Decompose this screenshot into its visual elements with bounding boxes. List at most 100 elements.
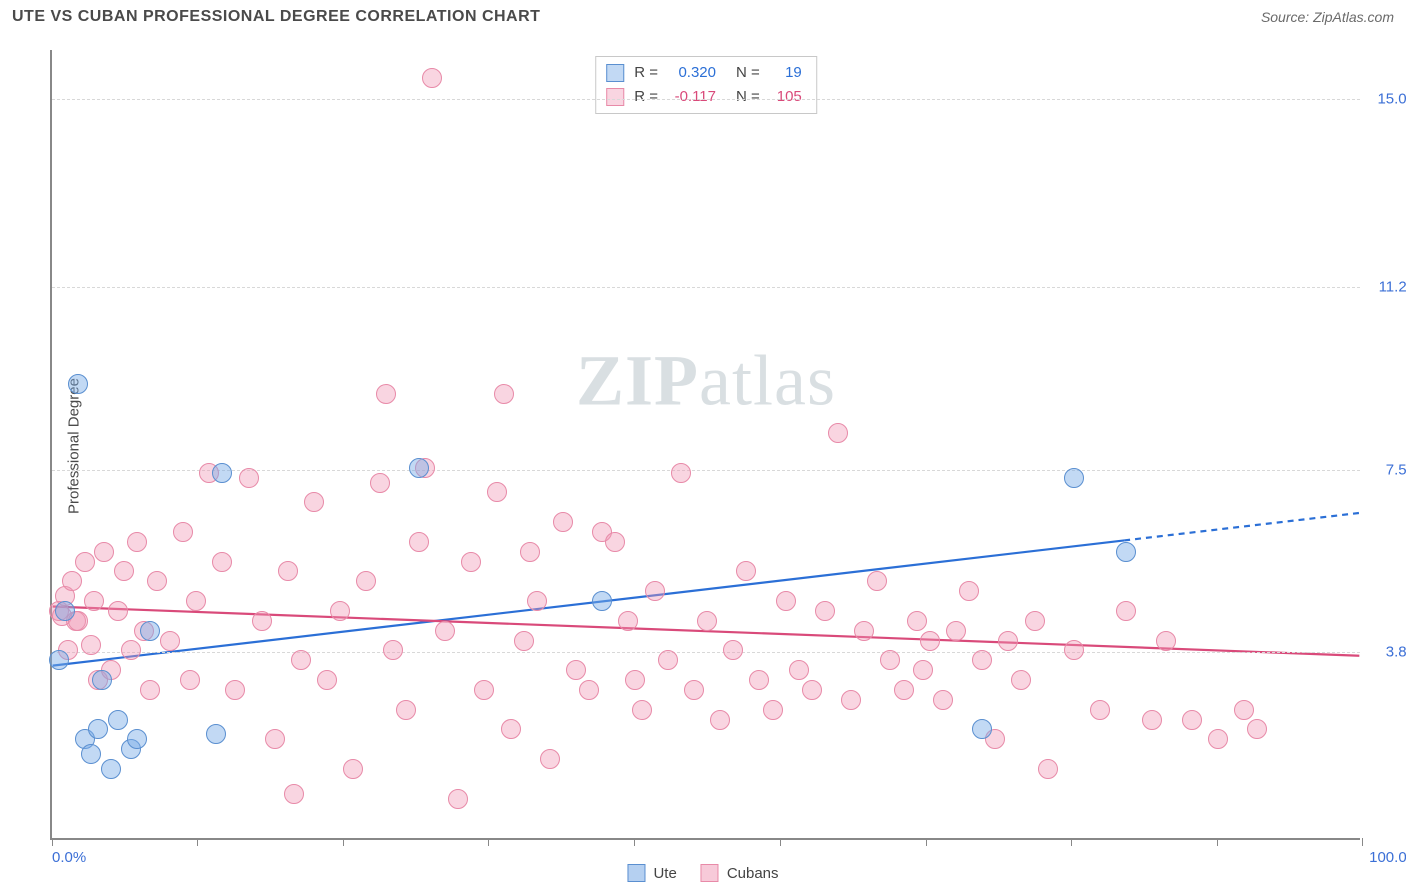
- trend-line-extrapolated: [1124, 513, 1359, 540]
- data-point: [880, 650, 900, 670]
- data-point: [998, 631, 1018, 651]
- data-point: [1116, 542, 1136, 562]
- x-tick: [488, 838, 489, 846]
- legend-swatch: [606, 64, 624, 82]
- data-point: [343, 759, 363, 779]
- data-point: [68, 374, 88, 394]
- data-point: [749, 670, 769, 690]
- data-point: [252, 611, 272, 631]
- data-point: [487, 482, 507, 502]
- data-point: [697, 611, 717, 631]
- watermark: ZIPatlas: [576, 339, 836, 422]
- data-point: [356, 571, 376, 591]
- x-axis-min-label: 0.0%: [52, 849, 86, 866]
- legend-swatch: [627, 864, 645, 882]
- data-point: [684, 680, 704, 700]
- data-point: [278, 561, 298, 581]
- data-point: [84, 591, 104, 611]
- data-point: [841, 690, 861, 710]
- data-point: [94, 542, 114, 562]
- r-label: R =: [634, 85, 658, 109]
- y-tick-label: 3.8%: [1365, 644, 1406, 661]
- data-point: [180, 670, 200, 690]
- data-point: [520, 542, 540, 562]
- data-point: [894, 680, 914, 700]
- data-point: [540, 749, 560, 769]
- data-point: [501, 719, 521, 739]
- r-label: R =: [634, 61, 658, 85]
- data-point: [854, 621, 874, 641]
- n-label: N =: [736, 85, 760, 109]
- data-point: [81, 744, 101, 764]
- data-point: [1064, 640, 1084, 660]
- data-point: [972, 719, 992, 739]
- data-point: [140, 621, 160, 641]
- data-point: [127, 532, 147, 552]
- data-point: [396, 700, 416, 720]
- x-tick: [1071, 838, 1072, 846]
- data-point: [147, 571, 167, 591]
- data-point: [959, 581, 979, 601]
- data-point: [75, 552, 95, 572]
- data-point: [1038, 759, 1058, 779]
- x-tick: [926, 838, 927, 846]
- data-point: [55, 601, 75, 621]
- data-point: [763, 700, 783, 720]
- data-point: [645, 581, 665, 601]
- gridline: [52, 287, 1360, 288]
- x-tick: [634, 838, 635, 846]
- data-point: [62, 571, 82, 591]
- data-point: [127, 729, 147, 749]
- data-point: [1090, 700, 1110, 720]
- y-tick-label: 11.2%: [1365, 279, 1406, 296]
- data-point: [376, 384, 396, 404]
- source-prefix: Source:: [1261, 9, 1313, 25]
- gridline: [52, 652, 1360, 653]
- legend-swatch: [606, 88, 624, 106]
- data-point: [828, 423, 848, 443]
- data-point: [907, 611, 927, 631]
- data-point: [383, 640, 403, 660]
- watermark-rest: atlas: [699, 340, 836, 420]
- data-point: [867, 571, 887, 591]
- data-point: [946, 621, 966, 641]
- data-point: [514, 631, 534, 651]
- data-point: [370, 473, 390, 493]
- data-point: [723, 640, 743, 660]
- data-point: [206, 724, 226, 744]
- data-point: [239, 468, 259, 488]
- x-tick: [1217, 838, 1218, 846]
- legend-label: Ute: [653, 865, 676, 882]
- data-point: [776, 591, 796, 611]
- x-axis-max-label: 100.0%: [1369, 849, 1406, 866]
- data-point: [108, 710, 128, 730]
- data-point: [92, 670, 112, 690]
- data-point: [815, 601, 835, 621]
- y-tick-label: 15.0%: [1365, 91, 1406, 108]
- trend-lines-svg: [52, 50, 1360, 838]
- data-point: [284, 784, 304, 804]
- data-point: [317, 670, 337, 690]
- data-point: [1025, 611, 1045, 631]
- data-point: [566, 660, 586, 680]
- data-point: [527, 591, 547, 611]
- data-point: [88, 719, 108, 739]
- data-point: [304, 492, 324, 512]
- data-point: [225, 680, 245, 700]
- y-tick-label: 7.5%: [1365, 461, 1406, 478]
- data-point: [435, 621, 455, 641]
- data-point: [1247, 719, 1267, 739]
- legend-item: Cubans: [701, 864, 779, 882]
- data-point: [553, 512, 573, 532]
- data-point: [422, 68, 442, 88]
- data-point: [494, 384, 514, 404]
- x-tick: [52, 838, 53, 846]
- x-tick: [1362, 838, 1363, 846]
- data-point: [265, 729, 285, 749]
- data-point: [625, 670, 645, 690]
- data-point: [618, 611, 638, 631]
- data-point: [101, 759, 121, 779]
- data-point: [81, 635, 101, 655]
- data-point: [330, 601, 350, 621]
- data-point: [972, 650, 992, 670]
